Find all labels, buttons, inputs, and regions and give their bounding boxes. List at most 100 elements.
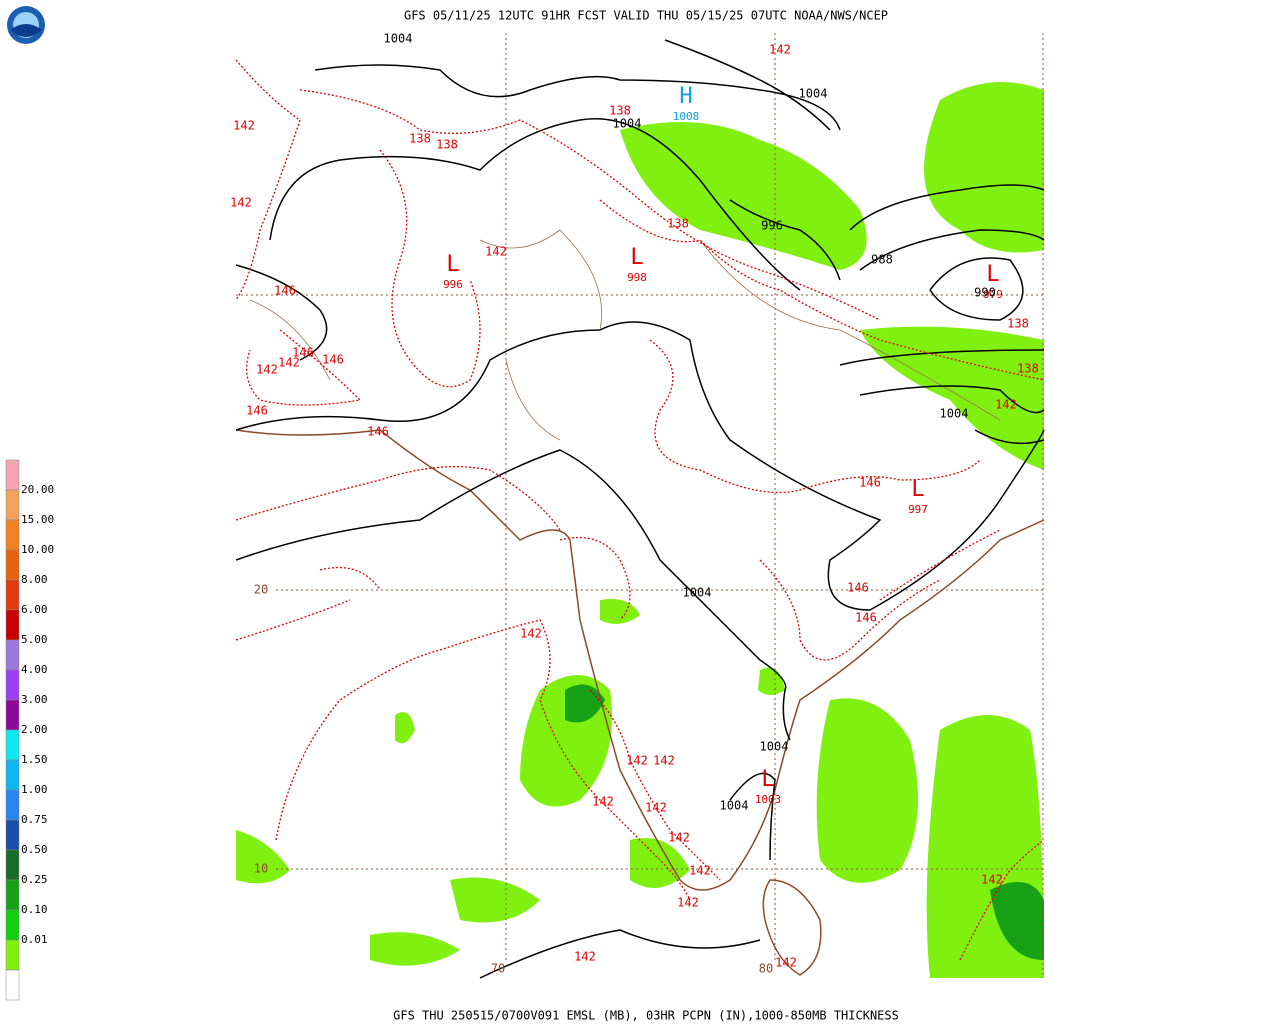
thickness-label: 142 (668, 831, 690, 845)
legend-swatch (5, 519, 20, 551)
thickness-label: 146 (847, 581, 869, 595)
thickness-label: 142 (981, 873, 1003, 887)
pressure-center-symbol: L (911, 477, 924, 502)
legend: 20.00 15.00 10.00 8.00 6.00 5.00 4.00 3.00 2.00 1… (5, 459, 54, 1001)
isobar-label: 996 (761, 219, 783, 233)
pressure-center-value: 979 (983, 288, 1003, 301)
isobar-label: 1004 (720, 799, 749, 813)
isobar-label: 988 (871, 253, 893, 267)
isobar-label: 1004 (613, 117, 642, 131)
legend-swatch (5, 969, 20, 1001)
legend-swatch (5, 939, 20, 971)
borders (249, 229, 1001, 441)
isobar-label: 990 (974, 286, 996, 300)
legend-swatch (5, 819, 20, 851)
pressure-center-value: 997 (908, 503, 928, 516)
legend-swatch (5, 609, 20, 641)
thickness-label: 142 (775, 956, 797, 970)
legend-swatch (5, 489, 20, 521)
thickness-label: 142 (653, 754, 675, 768)
legend-swatch (5, 549, 20, 581)
legend-label: 6.00 (21, 603, 48, 616)
legend-swatch (5, 759, 20, 791)
legend-label: 0.01 (21, 933, 48, 946)
pressure-center-symbol: L (446, 252, 459, 277)
thickness-label: 138 (409, 132, 431, 146)
isobar-label: 1004 (799, 87, 828, 101)
thickness-label: 146 (292, 346, 314, 360)
pressure-center-value: 1008 (673, 110, 700, 123)
thickness-label: 142 (769, 43, 791, 57)
thickness-label: 138 (436, 138, 458, 152)
legend-swatch (5, 699, 20, 731)
legend-swatch (5, 729, 20, 761)
thickness-label: 142 (626, 754, 648, 768)
legend-label: 3.00 (21, 693, 48, 706)
legend-label: 5.00 (21, 633, 48, 646)
pressure-center-symbol: H (679, 84, 692, 109)
thickness-label: 138 (1017, 362, 1039, 376)
legend-label: 0.10 (21, 903, 48, 916)
thickness-label: 142 (995, 398, 1017, 412)
isobar-label: 1004 (683, 586, 712, 600)
pressure-center-value: 996 (443, 278, 463, 291)
thickness-label: 142 (278, 356, 300, 370)
legend-swatch (5, 669, 20, 701)
thickness-label: 142 (485, 245, 507, 259)
thickness-contours (235, 59, 1045, 961)
legend-swatch (5, 909, 20, 941)
thickness-label: 146 (322, 353, 344, 367)
pressure-center-symbol: L (986, 262, 999, 287)
pressure-center-value: 998 (627, 271, 647, 284)
isobar-label: 1004 (940, 407, 969, 421)
grid-label: 10 (254, 862, 268, 876)
thickness-label: 142 (592, 795, 614, 809)
legend-label: 20.00 (21, 483, 54, 496)
isobars (235, 39, 1045, 979)
thickness-label: 146 (859, 476, 881, 490)
legend-swatch (5, 789, 20, 821)
thickness-label: 146 (855, 611, 877, 625)
thickness-label: 138 (667, 217, 689, 231)
legend-label: 2.00 (21, 723, 48, 736)
thickness-label: 142 (677, 896, 699, 910)
thickness-label: 146 (246, 404, 268, 418)
legend-swatch (5, 849, 20, 881)
noaa-logo (7, 6, 45, 44)
legend-label: 0.50 (21, 843, 48, 856)
thickness-label: 146 (274, 284, 296, 298)
pressure-center-value: 1003 (755, 793, 782, 806)
footer-caption: GFS THU 250515/0700V091 EMSL (MB), 03HR … (393, 1009, 899, 1023)
legend-swatch (5, 639, 20, 671)
precipitation-heavy (565, 684, 1044, 960)
grid-label: 20 (254, 583, 268, 597)
isobar-label: 1004 (384, 32, 413, 46)
legend-label: 1.50 (21, 753, 48, 766)
thickness-label: 138 (1007, 317, 1029, 331)
lat-lon-grid (236, 33, 1044, 978)
title: GFS 05/11/25 12UTC 91HR FCST VALID THU 0… (404, 9, 888, 23)
thickness-label: 142 (233, 119, 255, 133)
thickness-label: 142 (645, 801, 667, 815)
pressure-center-symbol: L (630, 245, 643, 270)
thickness-label: 138 (609, 104, 631, 118)
thickness-label: 142 (574, 950, 596, 964)
legend-label: 8.00 (21, 573, 48, 586)
isobar-label: 1004 (760, 740, 789, 754)
legend-swatch (5, 459, 20, 491)
legend-label: 1.00 (21, 783, 48, 796)
legend-label: 10.00 (21, 543, 54, 556)
legend-label: 0.25 (21, 873, 48, 886)
legend-swatch (5, 879, 20, 911)
grid-label: 80 (759, 962, 773, 976)
thickness-label: 142 (520, 627, 542, 641)
legend-label: 0.75 (21, 813, 48, 826)
pressure-center-symbol: L (761, 767, 774, 792)
legend-label: 15.00 (21, 513, 54, 526)
thickness-label: 142 (256, 363, 278, 377)
thickness-label: 142 (689, 864, 711, 878)
coastline (235, 429, 1045, 976)
legend-label: 4.00 (21, 663, 48, 676)
